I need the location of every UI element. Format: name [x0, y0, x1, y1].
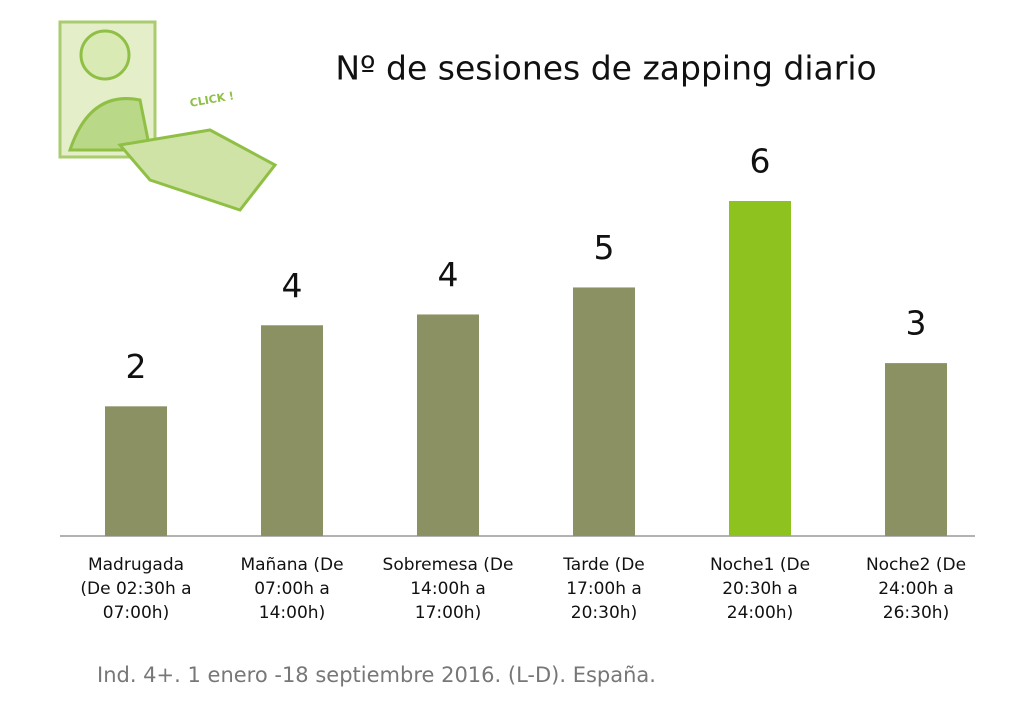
- bar: [417, 314, 479, 536]
- x-tick-label: Noche2 (De 24:00h a 26:30h): [866, 555, 966, 623]
- chart-title: Nº de sesiones de zapping diario: [335, 49, 876, 88]
- remote: [117, 128, 278, 212]
- x-tick-label: Sobremesa (De 14:00h a 17:00h): [383, 555, 514, 623]
- value-label: 5: [594, 228, 615, 267]
- footnote: Ind. 4+. 1 enero -18 septiembre 2016. (L…: [97, 663, 656, 687]
- bar: [261, 325, 323, 536]
- x-tick-label: Noche1 (De 20:30h a 24:00h): [710, 555, 810, 623]
- x-tick-label: Mañana (De 07:00h a 14:00h): [240, 555, 343, 623]
- x-tick-label: Tarde (De 17:00h a 20:30h): [562, 555, 645, 623]
- x-tick-label: Madrugada (De 02:30h a 07:00h): [80, 555, 191, 623]
- bar: [573, 287, 635, 536]
- value-label: 3: [906, 304, 927, 343]
- illustration: CLICK !: [58, 20, 278, 212]
- click-text: CLICK !: [189, 89, 235, 110]
- bar: [105, 406, 167, 536]
- body: [67, 97, 152, 152]
- value-label: 4: [282, 266, 303, 305]
- value-label: 6: [750, 142, 771, 181]
- value-label: 2: [126, 347, 147, 386]
- face: [79, 29, 131, 81]
- bar: [729, 201, 791, 536]
- value-label: 4: [438, 255, 459, 294]
- bar: [885, 363, 947, 536]
